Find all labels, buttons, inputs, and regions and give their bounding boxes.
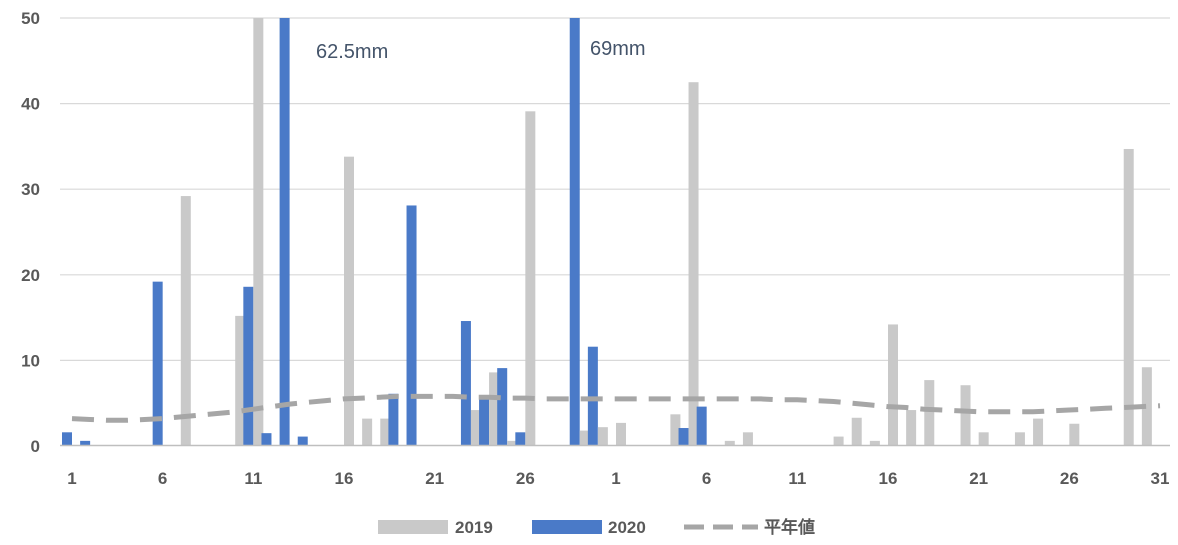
- bar-2019: [507, 440, 518, 446]
- bar-2019: [724, 440, 735, 446]
- bar-2020: [80, 440, 91, 446]
- legend-swatch-2019: [378, 520, 448, 534]
- legend-item-normal: 平年値: [684, 517, 815, 537]
- bar-2019: [978, 432, 989, 446]
- bar-2020: [497, 368, 508, 446]
- legend-swatch-2020: [532, 520, 602, 534]
- bar-2019: [344, 156, 354, 446]
- legend-item-2020: 2020: [532, 518, 646, 537]
- y-tick-label: 40: [21, 95, 40, 114]
- bar-2019: [833, 436, 844, 446]
- bar-2019: [470, 410, 481, 446]
- bar-2019: [688, 82, 699, 446]
- bar-2019: [1123, 148, 1134, 446]
- bar-2019: [597, 427, 608, 446]
- bar-2019: [851, 417, 862, 446]
- x-tick-label: 16: [879, 469, 898, 488]
- x-tick-label: 11: [788, 469, 806, 488]
- bar-2019: [180, 196, 191, 446]
- bar-2019: [924, 380, 935, 446]
- bar-2020: [279, 18, 290, 446]
- bar-2019: [235, 315, 246, 446]
- bar-2019: [525, 111, 536, 446]
- bars: [62, 18, 1152, 446]
- y-tick-label: 30: [21, 180, 40, 199]
- bar-2020: [62, 432, 72, 446]
- y-tick-label: 50: [21, 9, 40, 28]
- bar-2020: [678, 428, 689, 446]
- bar-2020: [515, 432, 526, 446]
- legend: 2019 2020 平年値: [378, 517, 815, 537]
- x-tick-label: 11: [244, 469, 262, 488]
- legend-item-2019: 2019: [378, 518, 493, 537]
- annotation-69mm: 69mm: [590, 38, 646, 60]
- legend-label-2020: 2020: [608, 518, 646, 537]
- x-tick-label: 6: [702, 469, 711, 488]
- bar-2020: [696, 406, 707, 446]
- bar-2019: [1141, 367, 1152, 446]
- bar-2019: [670, 414, 681, 446]
- bar-2019: [362, 418, 373, 446]
- annotation-62-5mm: 62.5mm: [316, 41, 388, 63]
- bar-2019: [380, 418, 391, 446]
- x-axis-ticks: 1 6 11 16 21 26 1 6 11 16 21 26 31: [67, 469, 1169, 488]
- bar-2019: [616, 422, 626, 446]
- x-tick-label: 6: [158, 469, 167, 488]
- bar-2020: [479, 398, 490, 446]
- x-tick-label: 16: [335, 469, 354, 488]
- x-tick-label: 21: [969, 469, 988, 488]
- bar-2019: [1014, 432, 1025, 446]
- x-tick-label: 1: [611, 469, 620, 488]
- bar-2019: [1033, 418, 1044, 446]
- normal-line-path: [71, 393, 1161, 423]
- bar-2020: [388, 393, 399, 446]
- bar-2020: [569, 18, 580, 446]
- x-tick-label: 31: [1151, 469, 1170, 488]
- bar-2019: [1069, 423, 1080, 446]
- bar-2020: [460, 321, 471, 446]
- y-tick-label: 20: [21, 266, 40, 285]
- x-tick-label: 26: [1060, 469, 1079, 488]
- bar-2019: [869, 440, 880, 446]
- y-tick-label: 10: [21, 351, 40, 370]
- bar-2020: [152, 281, 163, 446]
- bar-2019: [253, 18, 264, 446]
- bar-2020: [587, 346, 598, 446]
- bar-2019: [960, 385, 971, 446]
- bar-2019: [888, 324, 898, 446]
- legend-label-2019: 2019: [455, 518, 493, 537]
- bar-2020: [261, 433, 272, 446]
- x-tick-label: 21: [425, 469, 444, 488]
- normal-line: [71, 393, 1161, 423]
- bar-2019: [742, 432, 753, 446]
- bar-2019: [579, 430, 590, 446]
- bar-2020: [243, 286, 254, 446]
- bar-2019: [489, 372, 500, 446]
- bar-2020: [297, 436, 308, 446]
- x-tick-label: 26: [516, 469, 535, 488]
- y-axis-ticks: 0 10 20 30 40 50: [21, 9, 40, 456]
- bar-2020: [406, 205, 417, 446]
- x-tick-label: 1: [67, 469, 76, 488]
- legend-label-normal: 平年値: [764, 517, 815, 537]
- gridlines: [60, 17, 1170, 361]
- y-tick-label: 0: [31, 437, 40, 456]
- bar-2019: [906, 410, 917, 446]
